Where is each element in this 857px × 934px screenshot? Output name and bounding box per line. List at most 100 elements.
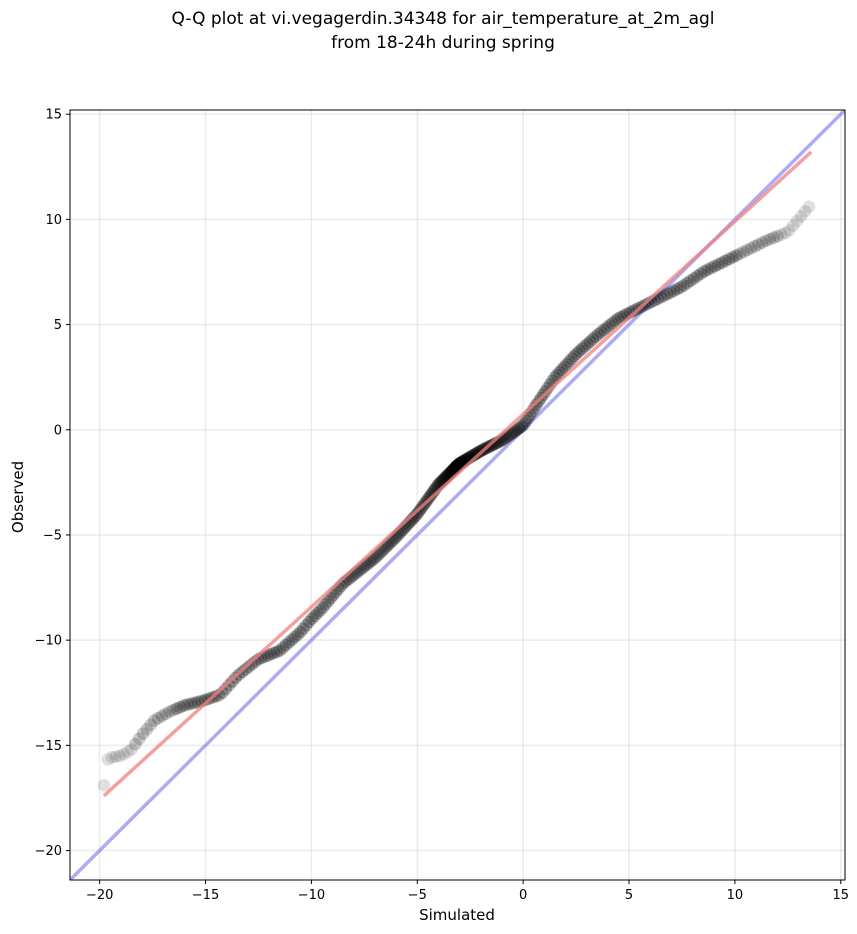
qq-point [261,649,275,662]
y-tick-label: 10 [45,213,62,228]
qq-point [657,289,671,302]
qq-point [453,457,466,470]
qq-point [452,458,465,471]
qq-point [319,598,332,611]
qq-point [570,346,584,360]
qq-point [113,749,127,763]
qq-point [701,263,715,277]
y-tick-label: 0 [54,423,62,438]
qq-point [451,459,465,472]
qq-point [670,282,684,296]
y-tick-label: −15 [35,739,62,754]
qq-point [264,647,278,661]
qq-point [374,546,388,559]
qq-point [759,234,773,248]
qq-point [694,267,708,280]
qq-point [132,732,146,746]
qq-point [302,615,316,629]
x-tick-label: 5 [625,888,633,903]
qq-point [550,368,564,382]
qq-point [798,205,812,218]
qq-point [282,636,296,649]
plot-area [70,110,845,880]
qq-point [589,330,602,343]
qq-point [790,214,804,228]
qq-point [411,506,425,519]
qq-point [507,425,521,439]
y-tick-label: 15 [45,108,62,123]
qq-point [177,699,191,712]
qq-point [748,240,762,253]
qq-point [155,709,169,723]
qq-point [519,414,533,428]
qq-point [509,424,523,437]
y-axis-label: Observed [9,461,27,533]
qq-point [763,232,777,246]
y-tick-label: −10 [35,634,62,649]
qq-point [755,236,769,249]
qq-point [97,779,111,792]
qq-point [674,281,687,294]
qq-point [680,276,694,290]
qq-point [313,604,327,617]
qq-point [603,319,616,332]
qq-point [273,644,287,657]
qq-point [608,314,622,328]
qq-point [786,219,800,233]
qq-point [503,428,517,441]
qq-point [486,438,500,451]
qq-point [363,555,377,569]
qq-point [285,633,299,647]
qq-point [729,249,743,262]
qq-point [410,508,423,522]
qq-point [288,630,302,644]
x-tick-label: −15 [192,888,219,903]
qq-point [583,335,597,348]
qq-point [711,258,725,271]
qq-point [687,272,701,285]
fit-line [102,150,813,798]
qq-point [248,655,262,668]
qq-point [691,269,704,283]
qq-point [505,426,519,440]
qq-point [802,200,816,214]
qq-point [565,352,579,365]
qq-point [578,339,592,353]
qq-point [117,747,130,761]
qq-point [170,702,183,715]
y-tick-label: −5 [43,528,62,543]
grid [70,110,845,880]
qq-point [294,625,307,639]
qq-point [563,355,576,368]
qq-point [159,707,172,721]
qq-point [600,321,613,334]
chart-title-line-2: from 18-24h during spring [331,33,555,53]
y-tick-label: 5 [54,318,62,333]
qq-point [245,657,259,671]
qq-point [423,489,437,503]
x-tick-label: 10 [727,888,744,903]
qq-point [222,678,236,692]
qq-point [667,284,681,298]
qq-point [664,286,677,299]
qq-point [737,245,750,259]
qq-point [181,698,194,711]
qq-point [575,342,589,355]
qq-point [767,231,780,244]
qq-point [778,226,792,240]
qq-point [684,274,697,288]
qq-point [573,344,586,358]
qq-point [794,209,808,223]
qq-point [697,265,711,278]
x-tick-label: −10 [298,888,325,903]
x-axis-label: Simulated [419,906,495,924]
qq-point [162,705,176,719]
qq-point [511,422,525,436]
qq-point [581,337,594,351]
x-tick-label: 15 [832,888,849,903]
axis-ticks: −20 −15 −10 −5 0 5 10 15 −20 −15 −10 −5 0 5 10 15 [35,108,849,903]
qq-point [591,328,605,341]
x-tick-label: −5 [408,888,427,903]
qq-point [121,745,134,759]
qq-point [782,224,796,237]
